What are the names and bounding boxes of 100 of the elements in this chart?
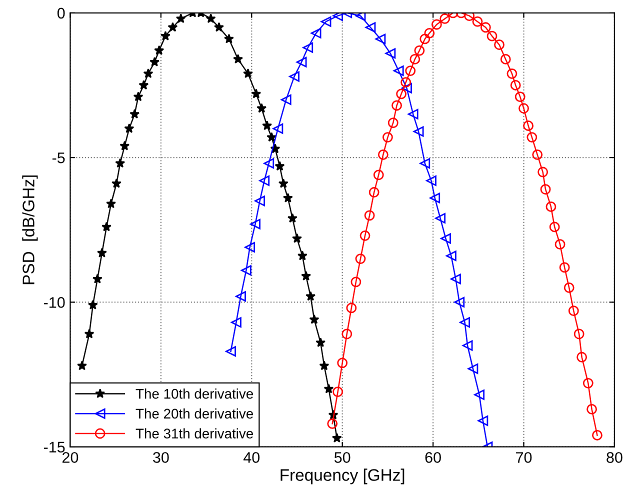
point: [413, 126, 424, 137]
point: [414, 45, 425, 56]
point: [472, 16, 483, 27]
point: [88, 300, 98, 310]
point: [214, 22, 224, 32]
point: [319, 360, 330, 370]
x-axis-title: Frequency [GHz]: [280, 468, 404, 484]
point: [124, 123, 134, 133]
legend-label: The 31th derivative: [136, 428, 254, 438]
point: [244, 242, 256, 252]
point: [302, 42, 314, 53]
point: [102, 222, 112, 232]
point: [440, 233, 451, 244]
point: [405, 66, 416, 76]
y-axis-title: PSD [dB/GHz]: [22, 175, 38, 284]
y-tick-label: -10: [44, 297, 65, 308]
y-tick-label: -5: [52, 152, 65, 164]
point: [532, 149, 543, 160]
point: [355, 254, 366, 264]
x-tick-label: 70: [516, 452, 532, 463]
point: [400, 77, 412, 88]
y-tick-label: -15: [44, 442, 65, 452]
point: [327, 418, 338, 429]
point: [226, 346, 236, 357]
point: [138, 80, 149, 90]
point: [150, 56, 160, 66]
point: [254, 196, 266, 206]
point: [280, 94, 292, 105]
point: [378, 149, 388, 160]
point: [296, 56, 307, 68]
point: [431, 19, 442, 30]
point: [576, 352, 588, 362]
point: [408, 108, 418, 120]
point: [554, 239, 566, 250]
point: [420, 158, 430, 169]
point: [460, 317, 470, 328]
point: [368, 187, 380, 198]
point: [510, 80, 521, 90]
point: [500, 54, 511, 64]
point: [478, 416, 488, 426]
point: [486, 30, 498, 42]
point: [320, 16, 332, 27]
point: [494, 40, 504, 50]
point: [373, 170, 384, 180]
point: [236, 291, 246, 302]
point: [233, 54, 244, 64]
point: [420, 34, 430, 44]
point: [266, 132, 277, 142]
point: [426, 175, 436, 186]
point: [278, 178, 288, 188]
point: [297, 250, 308, 260]
point: [350, 276, 362, 288]
point: [365, 22, 376, 33]
point: [523, 120, 534, 131]
point: [160, 30, 170, 40]
point: [332, 12, 344, 22]
legend-label: The 10th derivative: [136, 388, 254, 399]
point: [574, 328, 584, 340]
point: [120, 140, 130, 150]
point: [385, 48, 396, 59]
point: [282, 192, 293, 202]
point: [332, 432, 342, 442]
point: [592, 430, 602, 440]
point: [360, 230, 370, 241]
point: [393, 66, 404, 76]
point: [272, 123, 284, 134]
point: [96, 248, 107, 258]
point: [582, 378, 594, 388]
point: [264, 158, 274, 169]
point: [568, 306, 579, 316]
point: [468, 363, 478, 374]
point: [364, 210, 375, 221]
x-tick-label: 20: [62, 452, 78, 463]
point: [396, 88, 407, 100]
point: [309, 314, 320, 324]
x-tick-label: 30: [153, 452, 169, 463]
point: [518, 103, 529, 114]
point: [231, 317, 242, 328]
y-tick-label: 0: [57, 8, 65, 19]
point: [292, 233, 302, 243]
point: [306, 291, 316, 301]
point: [337, 358, 348, 368]
point: [250, 218, 260, 230]
point: [586, 404, 597, 414]
point: [251, 88, 262, 98]
point: [564, 282, 574, 293]
point: [375, 34, 386, 44]
point: [168, 22, 178, 32]
point: [77, 360, 88, 370]
point: [106, 198, 116, 208]
point: [342, 328, 352, 340]
point: [392, 100, 402, 111]
legend-label: The 20th derivative: [136, 408, 254, 419]
point: [402, 82, 412, 94]
point: [256, 103, 267, 113]
point: [287, 213, 298, 223]
x-tick-label: 50: [334, 452, 350, 463]
point: [546, 202, 556, 212]
x-tick-label: 40: [243, 452, 260, 463]
point: [143, 68, 154, 78]
